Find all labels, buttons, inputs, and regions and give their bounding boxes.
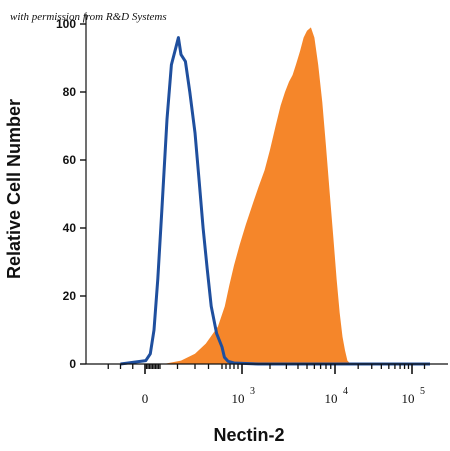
y-tick-label: 60	[63, 153, 77, 167]
x-axis-title: Nectin-2	[213, 425, 284, 445]
y-axis-title: Relative Cell Number	[4, 99, 24, 279]
series-outline-histogram	[120, 36, 430, 366]
y-tick-label: 0	[69, 357, 76, 371]
x-tick-label: 10	[232, 391, 245, 406]
x-tick-exponent: 3	[250, 386, 255, 397]
series-filled-histogram	[163, 27, 351, 365]
x-tick-label: 10	[402, 391, 415, 406]
x-tick-label: 0	[142, 391, 149, 406]
y-tick-label: 100	[56, 17, 76, 31]
y-tick-label: 20	[63, 289, 77, 303]
x-tick-label: 10	[325, 391, 338, 406]
y-tick-label: 80	[63, 85, 77, 99]
plot-area: 0 20 40 60 80 100 0 10 3 10 4 10 5	[56, 14, 448, 406]
watermark-text: with permission from R&D Systems	[10, 11, 167, 23]
y-tick-label: 40	[63, 221, 77, 235]
x-tick-exponent: 4	[343, 386, 348, 397]
x-tick-exponent: 5	[420, 386, 425, 397]
